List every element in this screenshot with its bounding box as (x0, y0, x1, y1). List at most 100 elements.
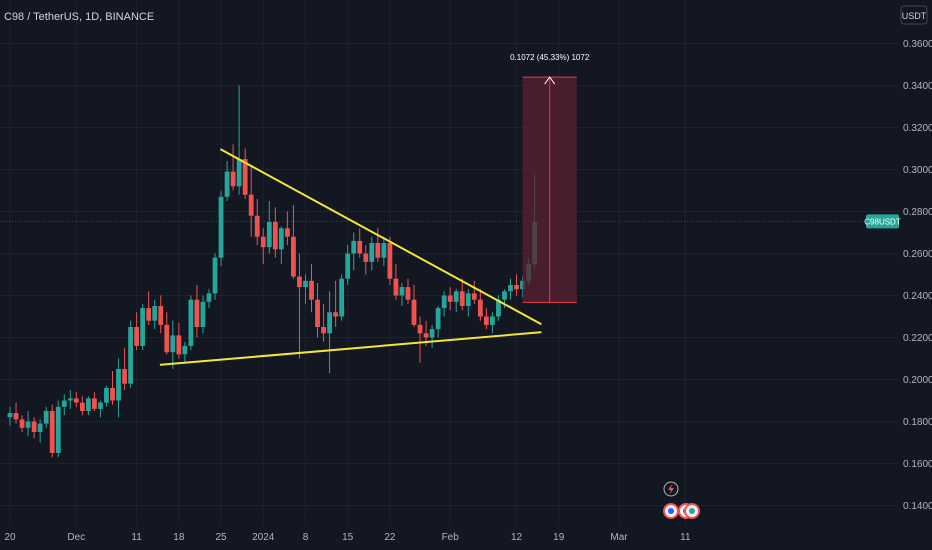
candle (67, 390, 73, 409)
candle (212, 253, 218, 300)
candle (146, 291, 152, 325)
time-tick-labels: 20 Dec 11 18 25 2024 8 15 22 Feb 12 19 Mar 11 (4, 532, 691, 543)
candle (248, 165, 254, 237)
candles-layer (0, 0, 898, 525)
candle (224, 161, 230, 201)
candle (98, 400, 103, 418)
candle (230, 144, 236, 191)
price-tick-label: 0.1400 (903, 501, 932, 512)
candle (465, 289, 471, 317)
time-tick-label: Dec (67, 532, 85, 543)
drawings-layer: 0.1072 (45.33%) 1072 (159, 53, 590, 366)
price-tick-label: 0.2400 (903, 291, 932, 302)
candle (122, 348, 127, 390)
candle (471, 280, 477, 304)
candle (236, 85, 242, 195)
price-tick-label: 0.2600 (903, 249, 932, 260)
candle (351, 232, 357, 271)
event-markers[interactable] (663, 481, 700, 519)
time-tick-label: 20 (4, 532, 16, 543)
price-tick-labels: 0.3600 0.3400 0.3200 0.3000 0.2800 0.2600 0.24… (864, 39, 932, 512)
candle (345, 245, 351, 285)
candle (441, 291, 447, 317)
candle (303, 274, 308, 304)
candle (79, 396, 85, 416)
candle (37, 419, 43, 443)
time-tick-label: 18 (173, 532, 185, 543)
news-icon[interactable] (684, 503, 700, 519)
price-axis-bg (898, 0, 932, 530)
candle (315, 282, 320, 338)
candle (357, 228, 363, 258)
candle (399, 282, 405, 306)
candle (116, 358, 121, 418)
price-tick-label: 0.2200 (903, 333, 932, 344)
candle (92, 392, 97, 411)
candle (297, 253, 302, 359)
candle (339, 274, 345, 321)
price-axis[interactable]: 0.3600 0.3400 0.3200 0.3000 0.2800 0.2600 0.24… (864, 0, 932, 530)
candle (170, 320, 176, 369)
time-tick-label: 12 (511, 532, 523, 543)
candle (128, 320, 133, 388)
candle (284, 211, 290, 246)
candle (206, 289, 212, 309)
candle (369, 236, 375, 271)
candle (333, 280, 339, 327)
price-unit-box[interactable] (900, 5, 928, 25)
candle (260, 228, 266, 264)
candle (182, 341, 188, 363)
price-tick-label: 0.1600 (903, 459, 932, 470)
candle (381, 236, 387, 267)
candle (43, 406, 49, 428)
candle (140, 303, 146, 351)
candle (411, 285, 417, 327)
price-unit-label: USDT (902, 11, 927, 21)
time-tick-label: 25 (215, 532, 227, 543)
price-range-tool[interactable]: 0.1072 (45.33%) 1072 (510, 53, 590, 303)
candle (7, 406, 13, 426)
trendline[interactable] (220, 148, 542, 325)
time-tick-label: Mar (610, 532, 628, 543)
candle (483, 308, 489, 330)
arrow-up-icon (544, 76, 556, 85)
candle (447, 287, 453, 311)
candle (278, 226, 284, 264)
time-tick-label: 2024 (252, 532, 275, 543)
time-tick-label: 11 (131, 532, 142, 543)
news-icon[interactable] (663, 503, 679, 519)
price-tick-label: 0.2000 (903, 375, 932, 386)
price-tick-label: 0.3600 (903, 39, 932, 50)
candle (200, 295, 206, 334)
lightning-icon[interactable] (663, 481, 679, 497)
candle (291, 205, 296, 279)
price-range-label: 0.1072 (45.33%) 1072 (510, 53, 590, 62)
time-tick-label: 8 (303, 532, 309, 543)
candle (387, 236, 393, 285)
candle (321, 303, 326, 342)
candle (104, 385, 109, 407)
price-tick-label: 0.3400 (903, 81, 932, 92)
time-tick-label: Feb (442, 532, 460, 543)
candle (435, 306, 441, 338)
candle (188, 295, 194, 351)
price-tick-label: 0.2800 (903, 207, 932, 218)
candle (266, 201, 272, 254)
candle (73, 392, 79, 407)
price-tick-label: 0.3000 (903, 165, 932, 176)
time-tick-label: 11 (680, 532, 691, 543)
candle (55, 400, 61, 458)
candle (459, 278, 465, 311)
price-tick-label: 0.3200 (903, 123, 932, 134)
candle (254, 198, 260, 246)
candle (514, 274, 519, 296)
time-axis[interactable]: 20 Dec 11 18 25 2024 8 15 22 Feb 12 19 Mar 11 (4, 532, 691, 543)
candle (49, 404, 55, 458)
candle (61, 394, 67, 416)
chart-title: C98 / TetherUS, 1D, BINANCE (4, 11, 154, 23)
svg-text:C98USDT: C98USDT (864, 217, 901, 226)
candle (375, 228, 381, 262)
trendline[interactable] (159, 331, 542, 366)
candle (164, 312, 170, 355)
